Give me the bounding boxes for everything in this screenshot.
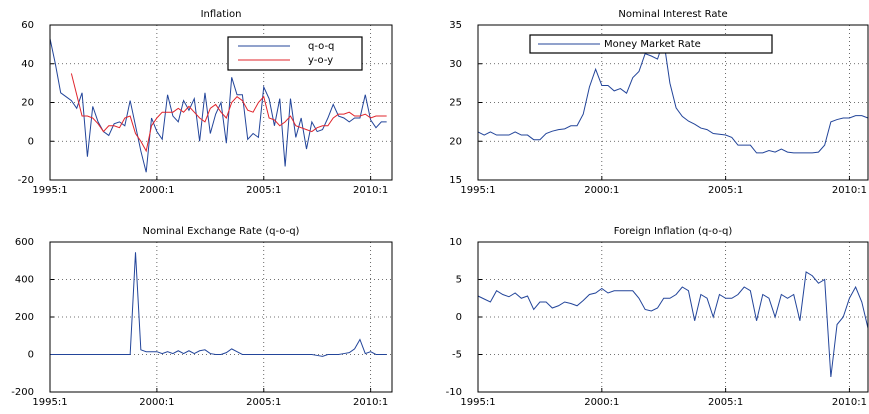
legend-box — [227, 36, 363, 71]
x-tick-label: 2000:1 — [584, 397, 619, 408]
y-tick-label: -10 — [446, 387, 462, 398]
chart-title: Inflation — [201, 9, 242, 20]
x-tick-label: 2005:1 — [708, 397, 743, 408]
plot-frame — [49, 24, 393, 181]
y-tick-label: 600 — [15, 237, 34, 248]
series-line — [70, 73, 387, 153]
x-tick-label: 2010:1 — [832, 397, 867, 408]
x-tick-label: 1995:1 — [460, 185, 495, 196]
x-tick-label: 2000:1 — [584, 185, 619, 196]
plot-frame — [477, 241, 869, 393]
y-tick-label: 5 — [456, 275, 462, 286]
legend-label: Money Market Rate — [604, 39, 701, 50]
series-line — [50, 252, 387, 357]
x-tick-label: 2005:1 — [708, 185, 743, 196]
chart-title: Nominal Interest Rate — [618, 9, 727, 20]
y-tick-label: 15 — [449, 175, 462, 186]
x-tick-label: 2010:1 — [353, 397, 388, 408]
plot-frame — [49, 241, 393, 393]
y-tick-label: 0 — [28, 350, 34, 361]
chart-title: Nominal Exchange Rate (q-o-q) — [143, 226, 300, 237]
y-tick-label: 30 — [449, 59, 462, 70]
y-tick-label: 20 — [449, 136, 462, 147]
x-tick-label: 2010:1 — [353, 185, 388, 196]
legend-label: q-o-q — [308, 41, 334, 52]
x-tick-label: 2010:1 — [832, 185, 867, 196]
y-tick-label: 60 — [21, 20, 34, 31]
series-line — [477, 271, 869, 378]
x-tick-label: 2000:1 — [139, 397, 174, 408]
x-tick-label: 1995:1 — [32, 397, 67, 408]
y-tick-label: 200 — [15, 312, 34, 323]
y-tick-label: -5 — [452, 350, 462, 361]
x-tick-label: 2005:1 — [246, 397, 281, 408]
y-tick-label: -200 — [11, 387, 34, 398]
y-tick-label: 0 — [456, 312, 462, 323]
y-tick-label: 25 — [449, 98, 462, 109]
series-line — [477, 40, 869, 154]
x-tick-label: 2005:1 — [246, 185, 281, 196]
plot-frame — [477, 24, 869, 181]
chart-title: Foreign Inflation (q-o-q) — [614, 226, 733, 237]
legend-box — [529, 34, 773, 54]
y-tick-label: 0 — [28, 136, 34, 147]
y-tick-label: 40 — [21, 59, 34, 70]
x-tick-label: 1995:1 — [460, 397, 495, 408]
x-tick-label: 1995:1 — [32, 185, 67, 196]
legend-label: y-o-y — [308, 55, 333, 66]
y-tick-label: 35 — [449, 20, 462, 31]
y-tick-label: 10 — [449, 237, 462, 248]
y-tick-label: 400 — [15, 275, 34, 286]
x-tick-label: 2000:1 — [139, 185, 174, 196]
y-tick-label: -20 — [18, 175, 34, 186]
y-tick-label: 20 — [21, 98, 34, 109]
